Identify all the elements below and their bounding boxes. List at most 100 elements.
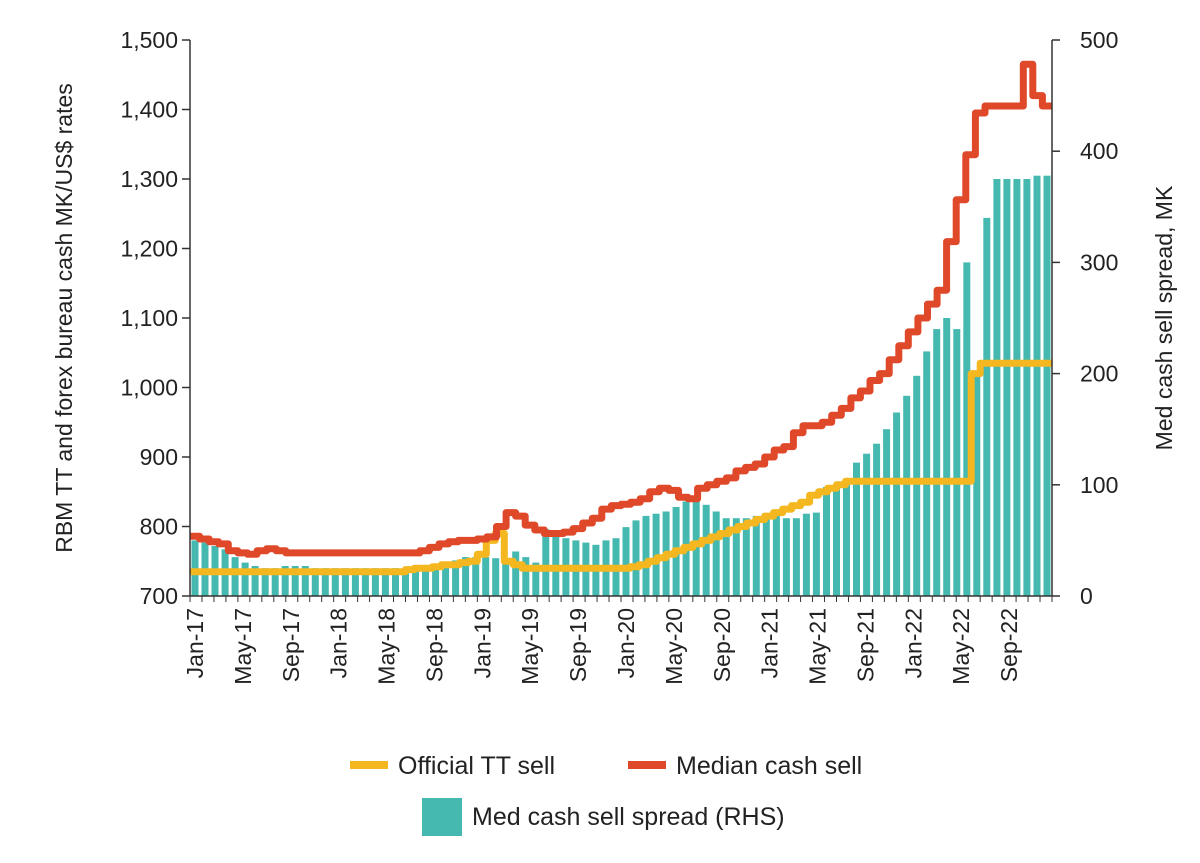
spread-bar — [863, 453, 871, 596]
x-tick-label: May-21 — [805, 608, 831, 685]
spread-bar — [963, 262, 971, 596]
spread-bar — [291, 566, 299, 596]
spread-bar — [492, 558, 500, 596]
spread-bars — [191, 175, 1051, 596]
y-right-tick-label: 100 — [1080, 472, 1118, 498]
spread-bar — [933, 329, 941, 596]
x-tick-label: May-18 — [374, 608, 400, 685]
spread-bar — [642, 515, 650, 596]
spread-bar — [953, 329, 961, 596]
spread-bar — [462, 557, 470, 596]
spread-bar — [371, 568, 379, 596]
spread-bar — [983, 217, 991, 596]
spread-bar — [502, 560, 510, 596]
median-cash-sell-line — [190, 60, 1052, 558]
spread-bar — [412, 568, 419, 596]
spread-bar — [993, 179, 1001, 596]
spread-bar — [1013, 179, 1021, 596]
y-left-tick-label: 1,000 — [120, 375, 178, 401]
spread-bar — [512, 551, 520, 596]
y-right-tick-label: 0 — [1080, 583, 1093, 609]
x-tick-label: Jan-19 — [469, 608, 495, 678]
y-left-tick-label: 1,100 — [120, 305, 178, 331]
x-tick-label: Sep-22 — [996, 608, 1022, 682]
spread-bar — [943, 318, 951, 596]
x-tick-label: Jan-22 — [900, 608, 926, 678]
x-tick-label: Jan-18 — [326, 608, 352, 678]
spread-bar — [522, 557, 530, 596]
spread-bar — [802, 513, 810, 596]
spread-bar — [261, 568, 269, 596]
spread-bar — [271, 568, 279, 596]
spread-bar — [873, 443, 881, 596]
y-left-tick-label: 800 — [140, 514, 178, 540]
legend-swatch-median — [628, 761, 666, 769]
spread-bar — [532, 562, 540, 596]
legend-label-official: Official TT sell — [398, 752, 555, 780]
y-left-tick-label: 900 — [140, 444, 178, 470]
x-tick-label: Jan-20 — [613, 608, 639, 678]
spread-bar — [812, 512, 820, 596]
y-left-tick-label: 1,500 — [120, 27, 178, 53]
legend: Official TT sell Median cash sell Med ca… — [350, 752, 862, 836]
spread-bar — [853, 462, 860, 596]
spread-bar — [351, 568, 359, 596]
spread-bar — [231, 557, 239, 596]
spread-bar — [341, 568, 349, 596]
spread-bar — [742, 518, 750, 596]
spread-bar — [311, 568, 319, 596]
spread-bar — [923, 351, 931, 596]
x-tick-label: Sep-18 — [421, 608, 447, 682]
x-tick-label: Jan-17 — [182, 608, 208, 678]
x-tick-label: Sep-20 — [709, 608, 735, 682]
spread-bar — [381, 568, 389, 596]
spread-bar — [1043, 175, 1051, 596]
spread-bar — [542, 529, 550, 596]
spread-bar — [432, 566, 440, 596]
spread-bar — [762, 514, 770, 596]
x-tick-label: Jan-21 — [757, 608, 783, 678]
spread-bar — [782, 518, 790, 596]
spread-bar — [251, 566, 259, 596]
spread-bar — [792, 518, 800, 596]
spread-bar — [903, 395, 911, 596]
spread-bar — [1033, 175, 1041, 596]
y-left-tick-label: 1,400 — [120, 97, 178, 123]
y-right-tick-label: 200 — [1080, 361, 1118, 387]
spread-bar — [622, 527, 630, 596]
spread-bar — [472, 557, 480, 596]
x-tick-label: Sep-17 — [278, 608, 304, 682]
spread-bar — [482, 557, 490, 596]
spread-bar — [823, 487, 830, 596]
y-right-axis-title: Med cash sell spread, MK — [1151, 185, 1177, 450]
series-lines — [190, 60, 1052, 576]
spread-bar — [752, 515, 760, 596]
spread-bar — [402, 568, 409, 596]
spread-bar — [392, 568, 399, 596]
spread-bar — [883, 429, 891, 596]
y-left-tick-label: 1,200 — [120, 236, 178, 262]
legend-label-median: Median cash sell — [676, 752, 862, 780]
x-tick-label: May-17 — [230, 608, 256, 685]
spread-bar — [331, 568, 339, 596]
spread-bar — [732, 518, 740, 596]
y-right-tick-label: 500 — [1080, 27, 1118, 53]
spread-bar — [712, 511, 720, 596]
y-left-tick-label: 1,300 — [120, 166, 178, 192]
spread-bar — [301, 566, 309, 596]
spread-bar — [241, 562, 249, 596]
spread-bar — [1023, 179, 1031, 596]
spread-bar — [361, 568, 369, 596]
spread-bar — [632, 520, 640, 596]
spread-bar — [833, 487, 840, 596]
spread-bar — [722, 518, 730, 596]
x-tick-label: May-22 — [948, 608, 974, 685]
spread-bar — [913, 375, 921, 596]
x-tick-label: Sep-21 — [852, 608, 878, 682]
spread-bar — [772, 514, 780, 596]
legend-label-spread: Med cash sell spread (RHS) — [472, 803, 785, 831]
spread-bar — [452, 560, 460, 596]
official-tt-sell-line — [190, 359, 1052, 576]
spread-bar — [843, 479, 850, 596]
